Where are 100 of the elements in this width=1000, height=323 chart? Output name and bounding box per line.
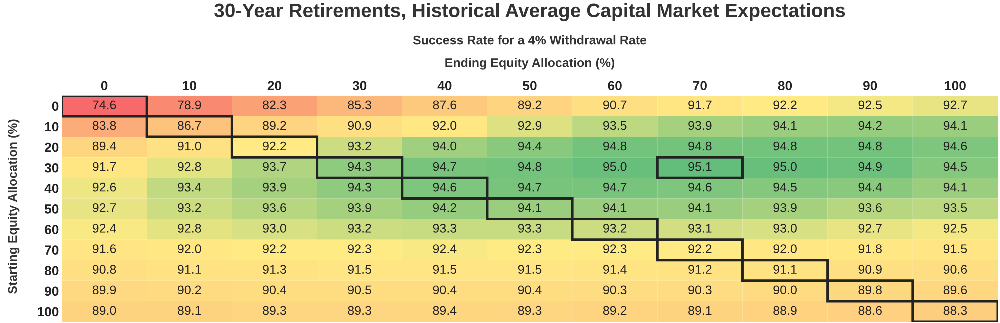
data-label: 89.6 (944, 286, 968, 295)
data-label: 94.4 (858, 182, 882, 192)
data-label: 90.6 (944, 265, 968, 274)
y-tick-label: 40 (44, 184, 59, 194)
data-label: 89.1 (688, 306, 712, 316)
data-label: 94.7 (518, 182, 542, 192)
y-tick-label: 10 (45, 122, 59, 132)
data-label: 93.1 (688, 224, 712, 233)
data-label: 94.1 (944, 182, 968, 192)
data-label: 94.5 (774, 182, 797, 192)
data-label: 90.4 (518, 286, 542, 295)
data-label: 92.3 (518, 244, 542, 254)
x-tick-label: 70 (693, 81, 707, 91)
data-label: 92.2 (263, 142, 286, 151)
data-label: 93.0 (774, 224, 797, 233)
data-label: 93.2 (178, 203, 202, 212)
data-label: 94.6 (433, 182, 457, 192)
data-label: 88.6 (858, 306, 882, 316)
data-label: 93.5 (604, 121, 627, 130)
data-label: 91.6 (92, 244, 116, 254)
data-label: 94.7 (433, 162, 456, 172)
data-label: 91.1 (178, 265, 202, 274)
data-label: 91.2 (688, 265, 712, 274)
data-label: 92.7 (92, 203, 116, 212)
data-label: 91.8 (858, 244, 882, 254)
data-label: 94.2 (858, 121, 882, 130)
x-tick-label: 50 (523, 81, 537, 91)
data-label: 92.7 (944, 100, 967, 110)
data-label: 91.1 (774, 265, 797, 274)
data-label: 85.3 (348, 100, 372, 110)
data-label: 93.9 (774, 203, 797, 212)
data-label: 95.0 (604, 162, 627, 172)
data-label: 93.2 (348, 224, 372, 233)
data-label: 90.8 (92, 265, 116, 274)
x-tick-label: 60 (608, 81, 622, 91)
data-label: 92.3 (604, 244, 627, 254)
x-tick-label: 30 (352, 81, 367, 91)
data-label: 89.3 (348, 306, 372, 316)
data-label: 92.8 (178, 162, 202, 172)
y-tick-label: 0 (52, 102, 59, 112)
x-tick-label: 0 (101, 81, 108, 91)
data-label: 89.0 (92, 306, 116, 316)
data-label: 90.2 (178, 286, 202, 295)
data-label: 87.6 (433, 100, 457, 110)
data-label: 89.2 (518, 100, 542, 110)
y-tick-label: 70 (45, 246, 59, 255)
data-label: 89.2 (603, 306, 627, 316)
x-tick-label: 10 (183, 81, 196, 91)
data-label: 90.4 (263, 286, 287, 295)
x-tick-label: 100 (945, 81, 966, 91)
x-axis-title: Ending Equity Allocation (%) (446, 58, 615, 70)
data-label: 90.5 (348, 286, 372, 295)
data-label: 91.5 (518, 265, 542, 274)
data-label: 92.4 (433, 244, 457, 254)
data-label: 94.8 (858, 142, 882, 151)
data-label: 94.6 (944, 142, 968, 151)
data-label: 93.0 (263, 224, 286, 233)
x-tick-label: 90 (863, 81, 878, 91)
data-label: 89.4 (92, 142, 116, 151)
data-label: 92.2 (688, 244, 712, 254)
data-label: 90.9 (348, 121, 372, 130)
data-label: 89.8 (858, 286, 882, 295)
data-label: 89.2 (263, 121, 286, 130)
data-label: 94.1 (774, 121, 797, 130)
data-label: 91.0 (178, 142, 202, 151)
data-label: 94.7 (604, 182, 627, 192)
data-label: 93.3 (433, 224, 457, 233)
data-label: 92.6 (92, 182, 116, 192)
x-tick-label: 40 (438, 81, 452, 91)
data-label: 92.5 (944, 224, 968, 233)
data-label: 90.3 (688, 286, 712, 295)
data-label: 94.4 (518, 142, 542, 151)
data-label: 92.8 (178, 224, 202, 233)
data-label: 94.1 (688, 203, 712, 212)
data-label: 94.3 (348, 182, 372, 192)
data-label: 93.3 (518, 224, 542, 233)
data-label: 92.5 (858, 100, 882, 110)
data-label: 92.0 (774, 244, 797, 254)
data-label: 90.9 (858, 265, 882, 274)
data-label: 94.6 (688, 182, 712, 192)
y-tick-label: 90 (45, 286, 59, 296)
data-label: 89.3 (518, 306, 542, 316)
data-label: 91.3 (263, 265, 286, 274)
data-label: 83.8 (92, 121, 116, 130)
data-label: 94.9 (858, 162, 882, 172)
data-label: 94.0 (433, 142, 457, 151)
data-label: 94.1 (604, 203, 627, 212)
y-tick-label: 100 (38, 307, 59, 317)
x-tick-label: 80 (778, 81, 792, 91)
data-label: 91.7 (688, 100, 712, 110)
x-tick-label: 20 (268, 81, 282, 91)
data-label: 92.4 (92, 224, 116, 233)
data-label: 94.2 (433, 203, 456, 212)
data-label: 94.1 (944, 121, 968, 130)
data-label: 89.3 (263, 306, 286, 316)
data-label: 95.1 (688, 162, 712, 172)
chart-title: 30-Year Retirements, Historical Average Capital Market Expectations (214, 3, 846, 22)
data-label: 89.9 (92, 286, 116, 295)
y-tick-label: 20 (45, 142, 59, 152)
chart-subtitle: Success Rate for a 4% Withdrawal Rate (413, 36, 647, 45)
